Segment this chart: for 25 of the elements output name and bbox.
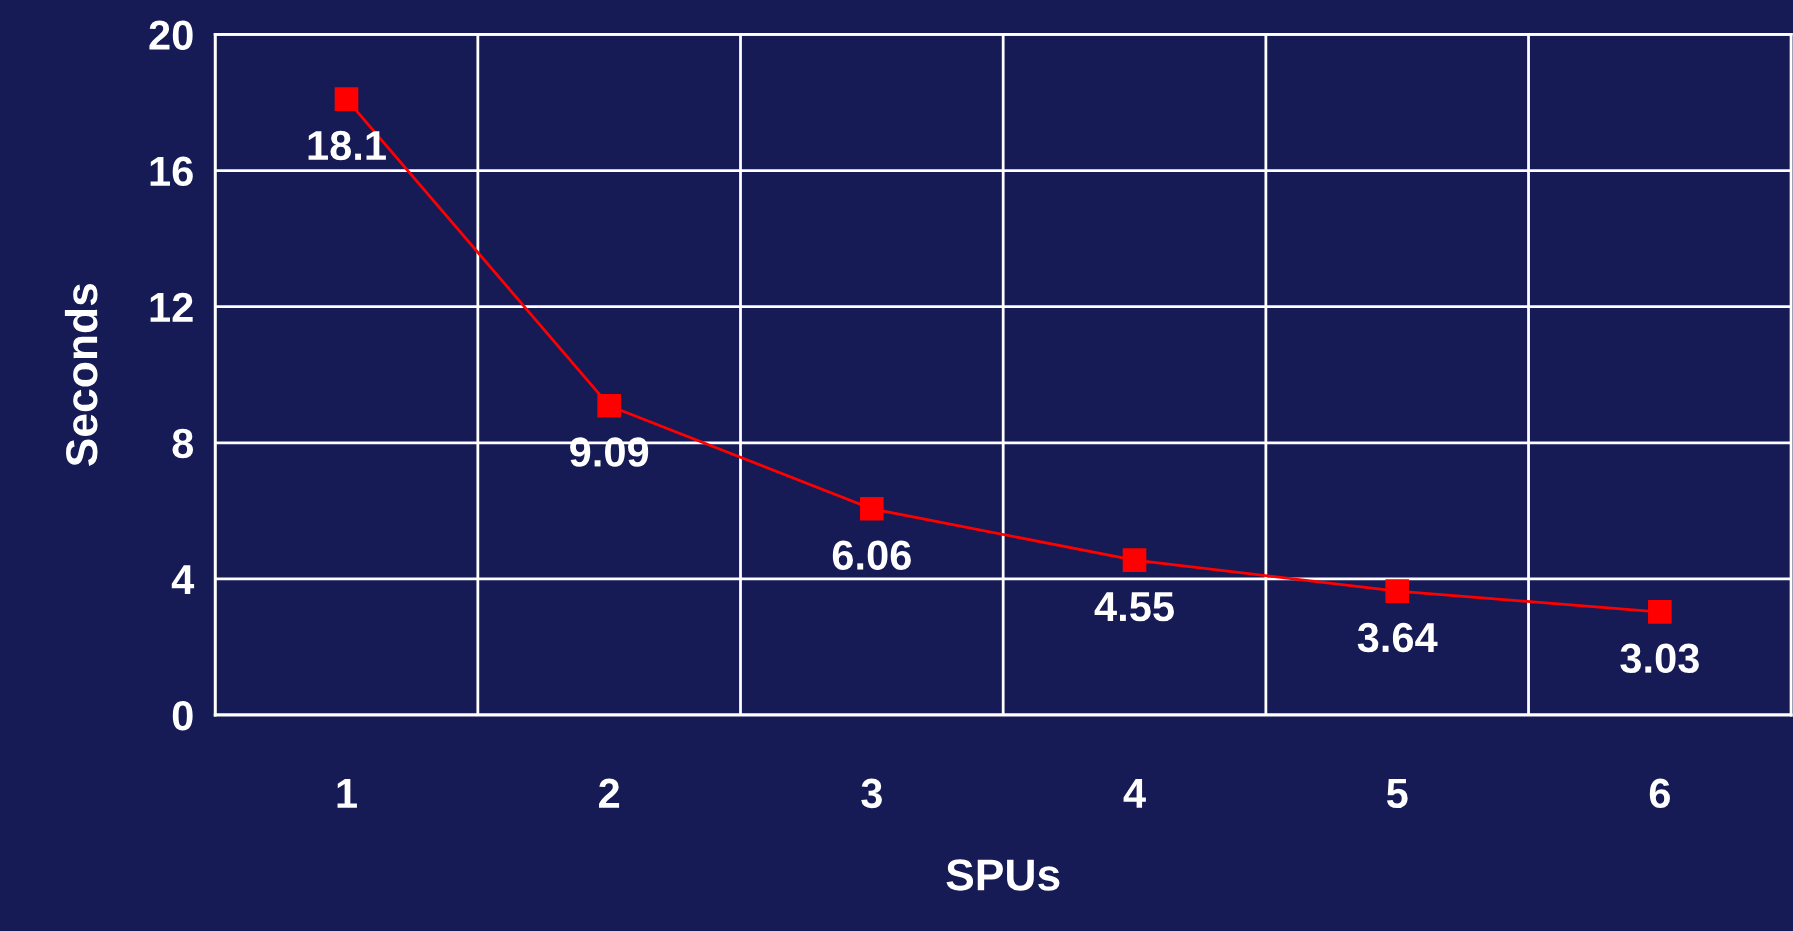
x-tick-label: 3 <box>861 778 882 809</box>
y-tick-label: 16 <box>150 156 193 187</box>
x-tick-label: 4 <box>1123 779 1146 808</box>
x-tick-label: 5 <box>1386 779 1408 809</box>
point <box>1648 600 1672 624</box>
data-label: 4.55 <box>1094 592 1174 622</box>
x-tick-label: 2 <box>599 778 620 808</box>
data-label: 18.1 <box>308 130 386 161</box>
point <box>597 393 621 418</box>
x-tick-label: 1 <box>337 779 357 808</box>
y-tick-label: 0 <box>172 701 193 731</box>
y-tick-label: 20 <box>149 20 193 50</box>
x-axis-title: SPUs <box>946 859 1060 891</box>
point <box>1122 548 1147 572</box>
y-axis-title: Seconds <box>64 283 98 467</box>
y-tick-label: 4 <box>171 565 195 594</box>
point <box>334 87 359 111</box>
point <box>860 496 884 521</box>
y-tick-label: 8 <box>172 428 194 459</box>
data-label: 3.03 <box>1620 643 1699 674</box>
x-tick-label: 6 <box>1649 778 1670 809</box>
point <box>1385 579 1410 603</box>
y-tick-label: 12 <box>150 292 193 322</box>
data-label: 3.64 <box>1357 622 1438 653</box>
data-label: 6.06 <box>832 540 911 570</box>
